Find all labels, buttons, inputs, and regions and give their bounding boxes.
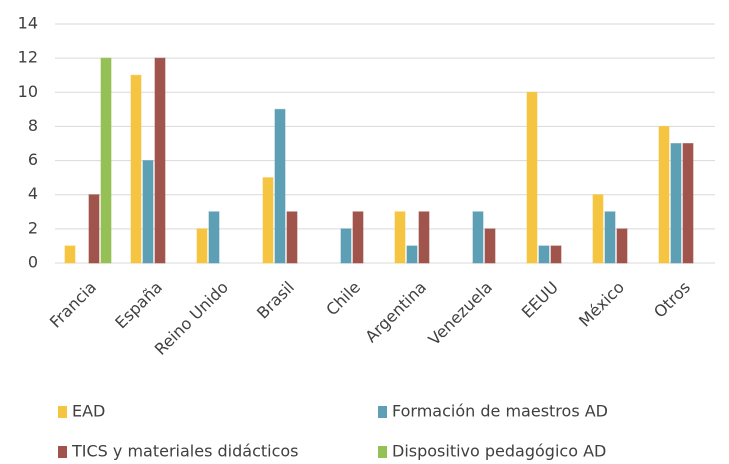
y-tick-label: 6	[28, 150, 38, 169]
legend-swatch	[378, 446, 387, 458]
bar	[526, 91, 538, 264]
bar	[262, 177, 274, 264]
legend-label: TICS y materiales didácticos	[71, 442, 299, 461]
y-tick-label: 8	[28, 116, 38, 135]
y-tick-label: 14	[18, 14, 38, 33]
bar	[484, 228, 496, 264]
x-tick-label: Venezuela	[424, 278, 496, 350]
bar	[286, 211, 298, 264]
x-tick-label: Chile	[322, 278, 364, 320]
bar	[352, 211, 364, 264]
bar	[274, 108, 286, 264]
bar	[682, 143, 694, 264]
legend-label: Formación de maestros AD	[392, 402, 608, 421]
y-tick-label: 12	[18, 48, 38, 67]
bar	[130, 74, 142, 264]
bar	[100, 57, 112, 264]
bar	[406, 245, 418, 264]
legend-label: EAD	[72, 402, 105, 421]
bar	[142, 160, 154, 264]
x-tick-label: EEUU	[518, 278, 562, 322]
legend-label: Dispositivo pedagógico AD	[392, 442, 606, 461]
x-tick-label: Otros	[650, 278, 694, 322]
bar	[208, 211, 220, 264]
y-tick-label: 0	[28, 253, 38, 272]
x-tick-label: Francia	[46, 278, 100, 332]
bar	[670, 143, 682, 264]
x-tick-label: España	[111, 278, 166, 333]
x-tick-label: Argentina	[361, 278, 430, 347]
y-tick-label: 2	[28, 218, 38, 237]
bar	[196, 228, 208, 264]
y-tick-label: 10	[18, 82, 38, 101]
x-tick-label: Brasil	[253, 278, 298, 323]
y-tick-label: 4	[28, 184, 38, 203]
bar	[418, 211, 430, 264]
bar	[340, 228, 352, 264]
bar	[592, 194, 604, 264]
bar	[472, 211, 484, 264]
legend-swatch	[378, 406, 387, 418]
bar	[616, 228, 628, 264]
x-tick-label: México	[575, 278, 628, 331]
bar	[538, 245, 550, 264]
bar	[550, 245, 562, 264]
bar	[154, 57, 166, 264]
bar	[88, 194, 100, 264]
bar	[658, 125, 670, 264]
bar	[604, 211, 616, 264]
bar	[394, 211, 406, 264]
legend-swatch	[58, 446, 67, 458]
legend-swatch	[58, 406, 67, 418]
bar	[64, 245, 76, 264]
